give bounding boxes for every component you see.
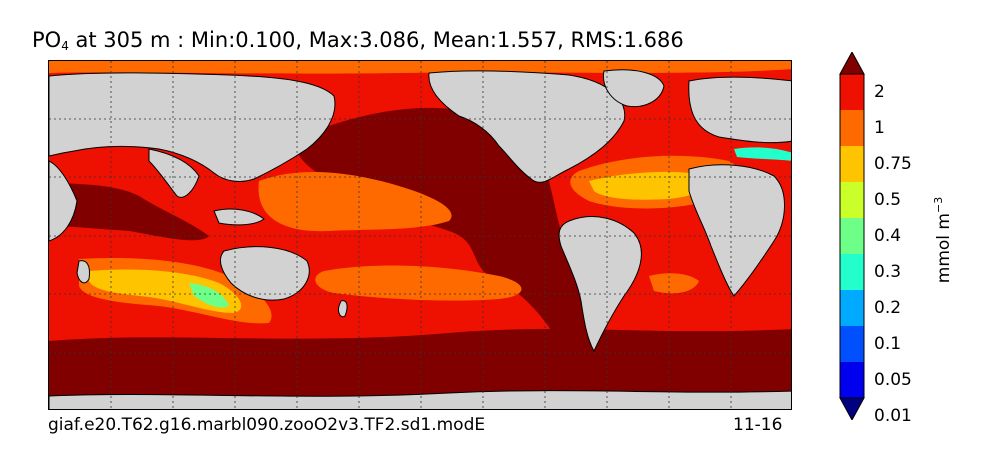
colorbar-extend-max [839,52,865,75]
map-panel [48,60,792,410]
colorbar-tick-label: 0.2 [874,298,902,318]
colorbar-tick-label: 0.1 [874,334,902,354]
colorbar-bin [840,146,864,183]
north-pacific-orange [258,171,452,232]
graticule [49,61,791,409]
south-america [558,216,642,353]
colorbar-tick-label: 0.5 [874,190,902,210]
south-atlantic-orange [649,273,699,294]
colorbar-tick-label: 1 [874,118,885,138]
north-america [428,70,626,183]
colorbar-units-label: mmol m−3 [932,196,954,284]
colorbar-bin [840,254,864,291]
colorbar-bin [840,290,864,327]
indian-ocean-green [189,283,229,308]
indian-ocean-dark [49,181,209,241]
indonesia [213,208,265,226]
antarctica [49,390,791,409]
colorbar-bin [840,110,864,147]
asia [49,72,336,182]
land [49,69,791,409]
madagascar [76,260,90,284]
colorbar-tick-label: 2 [874,82,885,102]
date-label: 11-16 [733,415,783,435]
colorbar-tick-label: 0.3 [874,262,902,282]
north-atlantic-yellow [589,171,711,200]
africa [688,164,785,297]
north-pacific-dark [294,107,597,362]
colorbar-extend-min [839,397,865,420]
mediterranean-cyan [734,147,791,161]
new-zealand [338,300,348,318]
colorbar-tick-label: 0.4 [874,226,902,246]
colorbar-bin [840,326,864,363]
arctic-orange [49,61,791,74]
ocean-field-map [49,61,791,409]
indian-ocean-yellow [89,269,242,313]
africa-west-edge [49,160,78,242]
plot-title: PO4 at 305 m : Min:0.100, Max:3.086, Mea… [32,28,684,53]
australia [220,246,310,301]
colorbar-tick-label: 0.01 [874,406,912,426]
case-name-label: giaf.e20.T62.g16.marbl090.zooO2v3.TF2.sd… [48,415,486,435]
india [148,148,200,198]
greenland [602,69,665,108]
colorbar-tick-label: 0.75 [874,154,912,174]
colorbar-bin [840,182,864,219]
colorbar-bin [840,218,864,255]
colorbar [839,52,865,420]
colorbar-tick-label: 0.05 [874,370,912,390]
southern-ocean-dark [49,329,791,409]
south-pacific-orange [315,265,522,301]
colorbar-bin [840,74,864,111]
europe [688,76,791,144]
colorbar-bin [840,362,864,399]
